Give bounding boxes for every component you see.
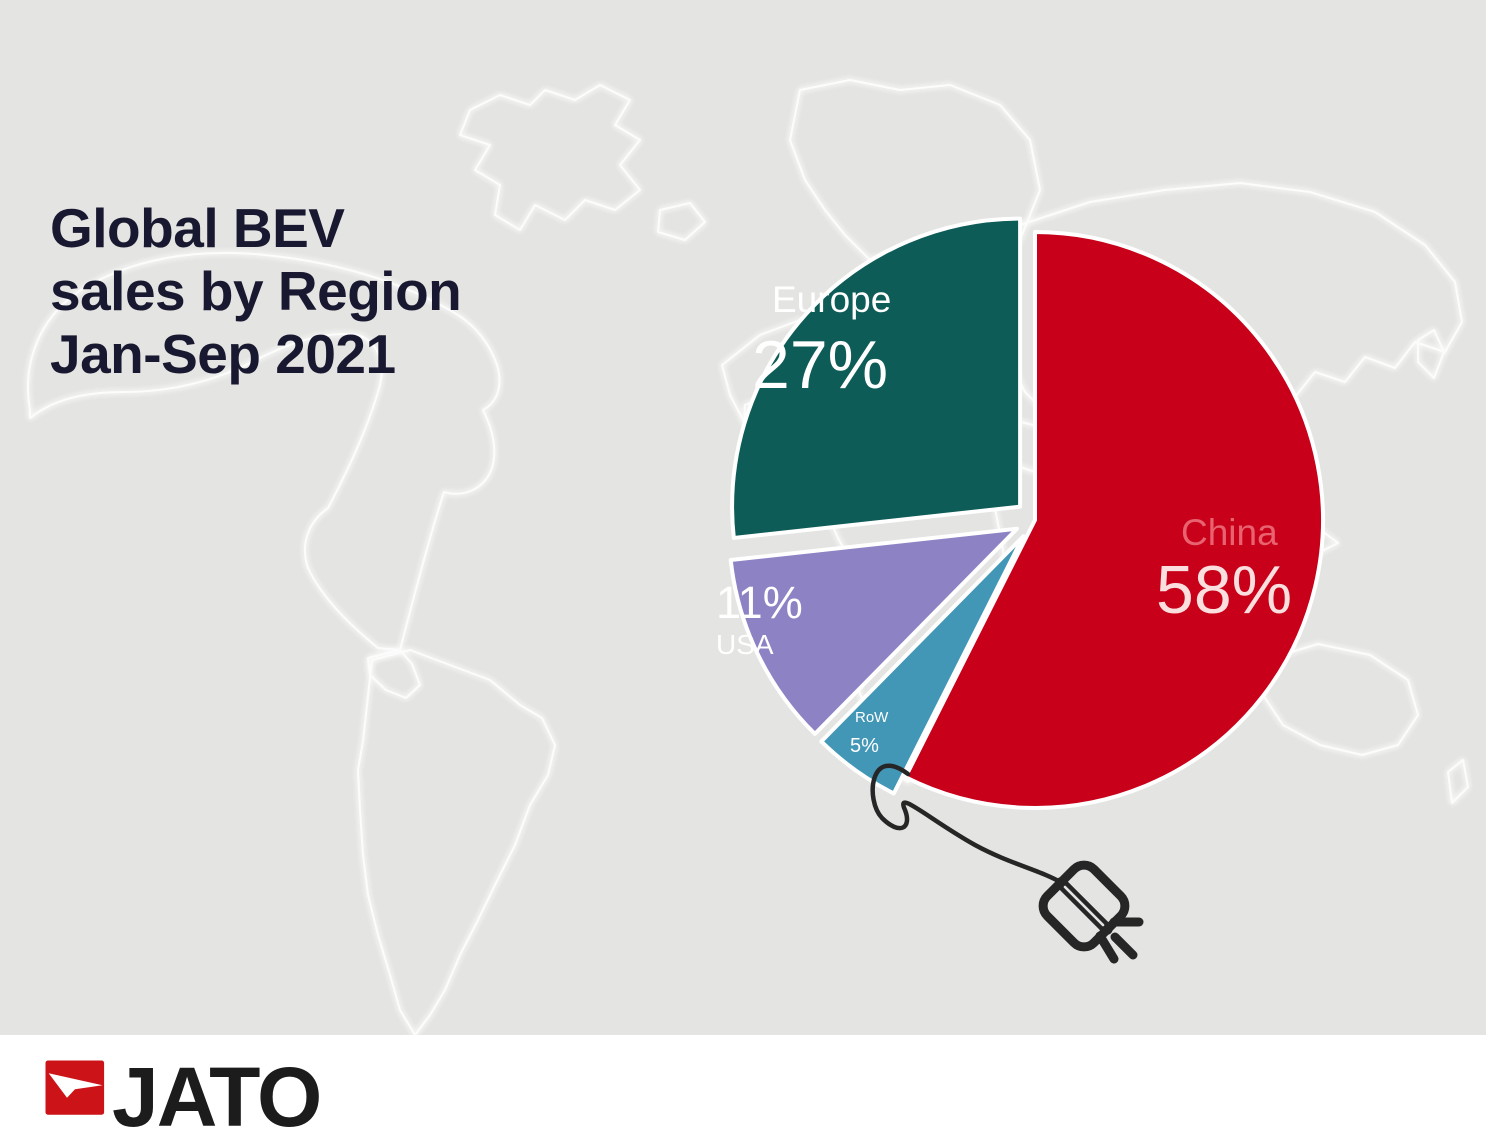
svg-text:RoW: RoW — [855, 709, 889, 726]
svg-text:Europe: Europe — [772, 279, 891, 320]
svg-text:11%: 11% — [716, 577, 803, 628]
svg-text:5%: 5% — [850, 735, 879, 757]
svg-text:USA: USA — [716, 629, 774, 660]
svg-text:58%: 58% — [1156, 552, 1292, 628]
svg-text:27%: 27% — [752, 327, 888, 403]
svg-text:China: China — [1181, 512, 1278, 553]
